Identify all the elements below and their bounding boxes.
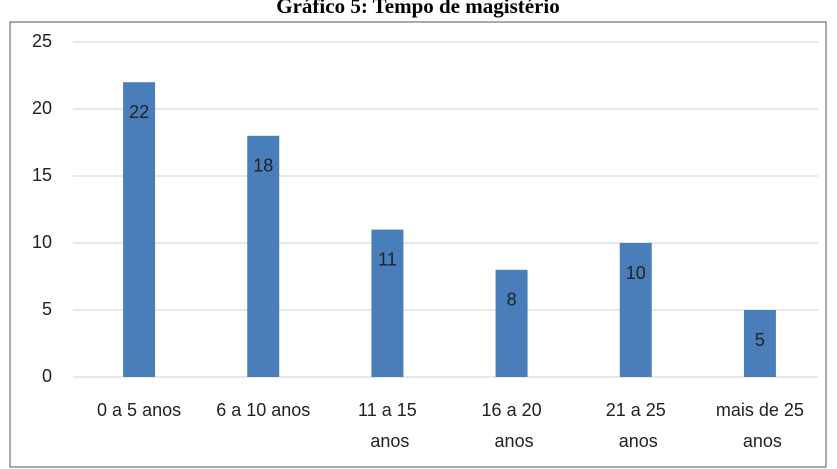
y-tick-label: 5 [42, 299, 52, 319]
data-label: 5 [755, 330, 765, 350]
bar [247, 135, 280, 377]
bar [371, 229, 404, 377]
chart-title: Gráfico 5: Tempo de magistério [276, 0, 559, 18]
data-label: 11 [378, 249, 397, 269]
x-tick-label: mais de 25 anos [716, 400, 804, 451]
x-tick-label: 16 a 20 anos [482, 400, 542, 451]
x-tick-label-line: 11 a 15 [358, 400, 417, 420]
y-tick-label: 15 [32, 165, 52, 185]
x-tick-label-line: anos [490, 431, 534, 451]
y-tick-label: 25 [32, 31, 52, 51]
x-tick-label: 11 a 15 anos [358, 400, 417, 451]
x-tick-label-line: anos [738, 431, 782, 451]
x-tick-label: 6 a 10 anos [216, 400, 310, 420]
x-tick-label-line: anos [614, 431, 658, 451]
x-tick-label-line: 16 a 20 [482, 400, 542, 420]
data-label: 10 [626, 263, 646, 283]
bar [743, 310, 776, 377]
data-label: 8 [507, 290, 517, 310]
y-tick-label: 20 [32, 98, 52, 118]
bar [123, 82, 156, 377]
x-tick-label-line: mais de 25 [716, 400, 804, 420]
data-label: 18 [253, 156, 273, 176]
bar [495, 269, 528, 377]
x-tick-label: 0 a 5 anos [97, 400, 181, 420]
chart-frame [9, 21, 827, 468]
x-tick-label: 21 a 25 anos [606, 400, 666, 451]
x-tick-label-line: anos [365, 431, 409, 451]
data-label: 22 [129, 102, 149, 122]
x-tick-label-line: 21 a 25 [606, 400, 666, 420]
y-tick-label: 10 [32, 232, 52, 252]
y-tick-label: 0 [42, 366, 52, 386]
bar [619, 243, 652, 377]
